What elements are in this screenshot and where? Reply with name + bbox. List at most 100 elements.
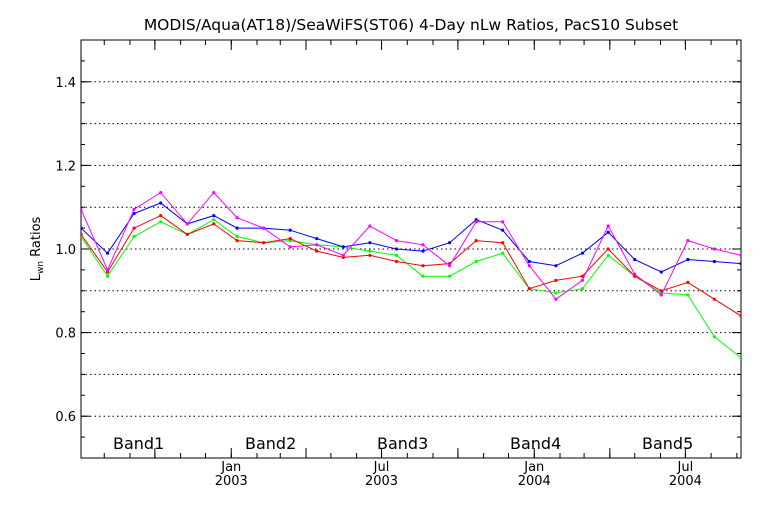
data-point: [106, 251, 110, 255]
data-point: [81, 232, 83, 236]
data-point: [554, 291, 558, 295]
data-point: [686, 257, 690, 262]
data-point: [421, 243, 425, 247]
x-tick-month: Jul: [373, 460, 390, 475]
x-tick-month: Jan: [523, 460, 544, 475]
data-point: [132, 234, 136, 239]
data-point: [712, 259, 717, 264]
series-band2: [81, 214, 741, 318]
y-axis-label: Lwn Ratios: [29, 216, 46, 281]
data-point: [132, 207, 136, 211]
series-band5: [81, 191, 741, 301]
data-point: [341, 245, 345, 249]
y-gridlines: [81, 81, 741, 417]
data-point: [235, 239, 239, 243]
data-point: [212, 222, 216, 226]
data-point: [739, 262, 741, 266]
data-point: [132, 226, 136, 230]
legend-band3: Band3: [377, 434, 428, 453]
x-tick-month: Jan: [220, 460, 241, 475]
series-line-band3: [81, 202, 741, 273]
series-line-band5: [81, 191, 741, 300]
x-tick-month: Jul: [677, 460, 694, 475]
data-point: [212, 191, 216, 195]
data-point: [315, 249, 319, 253]
data-point: [394, 253, 399, 257]
y-tick-label: 1.4: [55, 76, 76, 91]
data-point: [527, 259, 531, 264]
data-point: [739, 314, 741, 318]
data-point: [474, 259, 478, 264]
y-tick-label: 0.6: [55, 410, 76, 425]
data-point: [633, 272, 637, 276]
data-point: [81, 207, 83, 211]
data-point: [633, 257, 637, 262]
data-point: [421, 274, 425, 278]
data-point: [554, 297, 558, 301]
data-point: [159, 201, 163, 205]
data-point: [368, 253, 372, 257]
data-point: [606, 224, 610, 228]
data-point: [527, 287, 531, 291]
data-point: [421, 264, 425, 268]
data-point: [421, 249, 425, 253]
series-line-band2: [81, 215, 741, 317]
data-point: [659, 289, 663, 293]
data-point: [501, 241, 505, 245]
data-point: [368, 224, 372, 228]
data-point: [448, 264, 452, 268]
data-point: [235, 234, 239, 239]
data-point: [501, 228, 505, 232]
chart-title: MODIS/Aqua(AT18)/SeaWiFS(ST06) 4-Day nLw…: [144, 16, 678, 34]
data-point: [132, 211, 136, 216]
data-point: [606, 230, 610, 234]
data-point: [185, 222, 189, 226]
data-point: [527, 264, 531, 268]
data-point: [554, 264, 558, 268]
y-tick-label: 0.8: [55, 327, 76, 342]
data-point: [315, 237, 319, 241]
legend-band5: Band5: [642, 434, 693, 453]
data-point: [159, 220, 163, 224]
data-point: [235, 216, 239, 220]
data-point: [315, 243, 319, 247]
data-point: [212, 214, 216, 218]
data-point: [686, 293, 690, 297]
data-point: [554, 278, 558, 282]
data-point: [474, 220, 478, 224]
data-point: [235, 226, 239, 230]
data-point: [288, 245, 292, 249]
data-point: [448, 241, 452, 245]
y-axis-ticks: 0.6 0.8 1.0 1.2 1.4: [55, 39, 741, 459]
data-point: [580, 278, 585, 282]
data-point: [474, 239, 478, 243]
data-point: [712, 297, 717, 301]
data-point: [712, 247, 717, 251]
data-point: [368, 249, 372, 253]
data-point: [580, 251, 585, 255]
data-point: [262, 226, 266, 230]
legend-band2: Band2: [245, 434, 296, 453]
x-tick-year: 2004: [518, 474, 551, 489]
x-tick-year: 2003: [215, 474, 248, 489]
data-point: [106, 274, 110, 278]
data-point: [659, 293, 663, 297]
data-point: [580, 274, 585, 278]
data-point: [288, 228, 292, 232]
y-tick-label: 1.2: [55, 159, 76, 174]
series-group: [81, 191, 741, 360]
data-point: [159, 214, 163, 218]
data-point: [686, 239, 690, 243]
series-line-band1: [81, 219, 741, 359]
data-point: [686, 280, 690, 284]
data-point: [501, 251, 505, 255]
x-tick-year: 2003: [365, 474, 398, 489]
data-point: [262, 241, 266, 245]
data-point: [81, 226, 83, 230]
data-point: [394, 247, 399, 251]
data-point: [739, 356, 741, 360]
data-point: [606, 247, 610, 251]
data-point: [106, 268, 110, 272]
data-point: [739, 253, 741, 257]
x-tick-year: 2004: [669, 474, 702, 489]
